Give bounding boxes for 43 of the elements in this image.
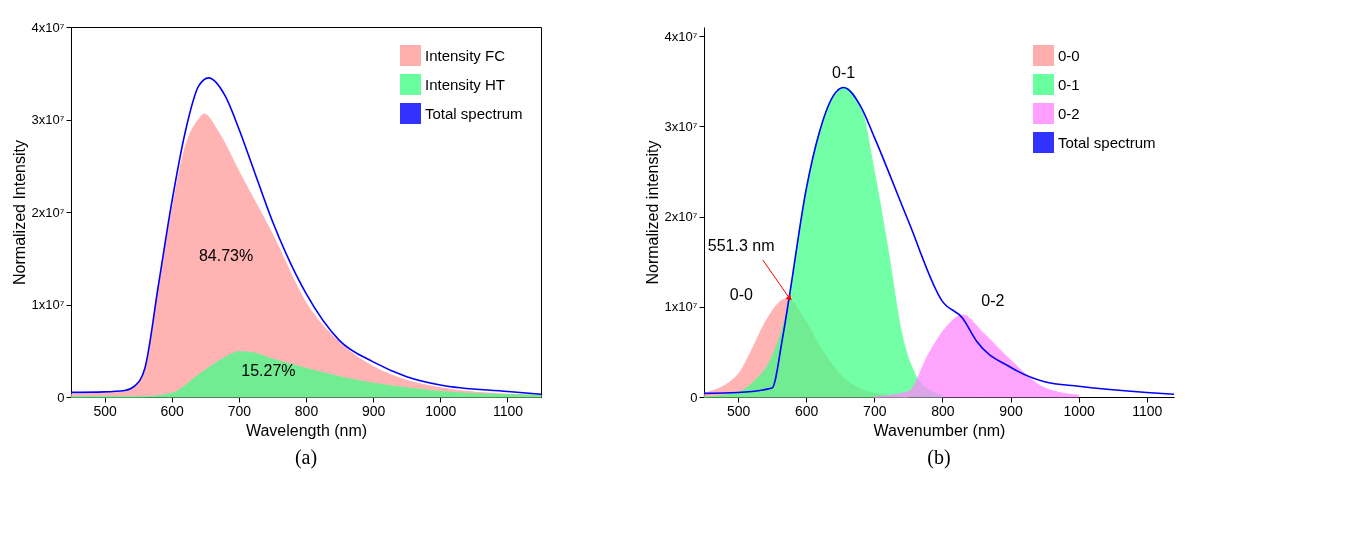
x-tick-label: 500 bbox=[726, 402, 751, 419]
x-axis-title: Wavelength (nm) bbox=[245, 421, 368, 439]
x-tick-label: 600 bbox=[794, 402, 819, 419]
y-tick-label: 0 bbox=[690, 389, 698, 405]
x-tick-label: 700 bbox=[227, 402, 252, 419]
x-tick-label: 700 bbox=[863, 402, 887, 419]
x-tick-label: 1000 bbox=[1063, 402, 1095, 419]
y-axis-title: Normalized intensity bbox=[643, 140, 661, 285]
y-tick-label: 4x10⁷ bbox=[664, 28, 698, 44]
x-tick-label: 600 bbox=[160, 402, 185, 419]
annotation: 551.3 nm bbox=[707, 236, 775, 254]
x-tick-label: 1100 bbox=[492, 402, 524, 419]
legend-label: Intensity FC bbox=[425, 46, 506, 64]
x-tick-label: 900 bbox=[999, 402, 1023, 419]
legend-label: 0-0 bbox=[1058, 46, 1080, 64]
x-tick-label: 900 bbox=[361, 402, 386, 419]
annotation: 0-2 bbox=[981, 291, 1005, 309]
legend-label: Total spectrum bbox=[425, 104, 523, 122]
x-tick-label: 1100 bbox=[1132, 402, 1163, 419]
text: (a) bbox=[294, 446, 318, 469]
y-tick-label: 2x10⁷ bbox=[31, 204, 65, 220]
y-tick-label: 1x10⁷ bbox=[31, 297, 65, 312]
y-tick-label: 2x10⁷ bbox=[664, 209, 698, 225]
legend-label: 0-1 bbox=[1058, 75, 1080, 93]
x-tick-label: 1000 bbox=[425, 402, 457, 419]
annotation: 15.27% bbox=[241, 362, 296, 380]
y-tick-label: 4x10⁷ bbox=[31, 19, 65, 35]
legend-label: 0-2 bbox=[1058, 104, 1080, 122]
annotation: 0-1 bbox=[832, 64, 856, 82]
x-axis-title: Wavenumber (nm) bbox=[873, 421, 1006, 439]
y-tick-label: 3x10⁷ bbox=[31, 112, 65, 127]
y-tick-label: 1x10⁷ bbox=[664, 299, 698, 315]
annotation: 0-0 bbox=[729, 285, 754, 303]
x-tick-label: 800 bbox=[931, 402, 955, 419]
text: (b) bbox=[927, 446, 951, 469]
x-tick-label: 500 bbox=[93, 402, 117, 419]
x-tick-label: 800 bbox=[294, 402, 319, 419]
legend-label: Intensity HT bbox=[425, 75, 506, 93]
y-axis-title: Normalized Intensity bbox=[10, 140, 28, 285]
y-tick-label: 3x10⁷ bbox=[664, 118, 698, 134]
y-tick-label: 0 bbox=[57, 389, 65, 405]
annotation: 84.73% bbox=[198, 247, 254, 265]
legend-label: Total spectrum bbox=[1058, 133, 1156, 151]
